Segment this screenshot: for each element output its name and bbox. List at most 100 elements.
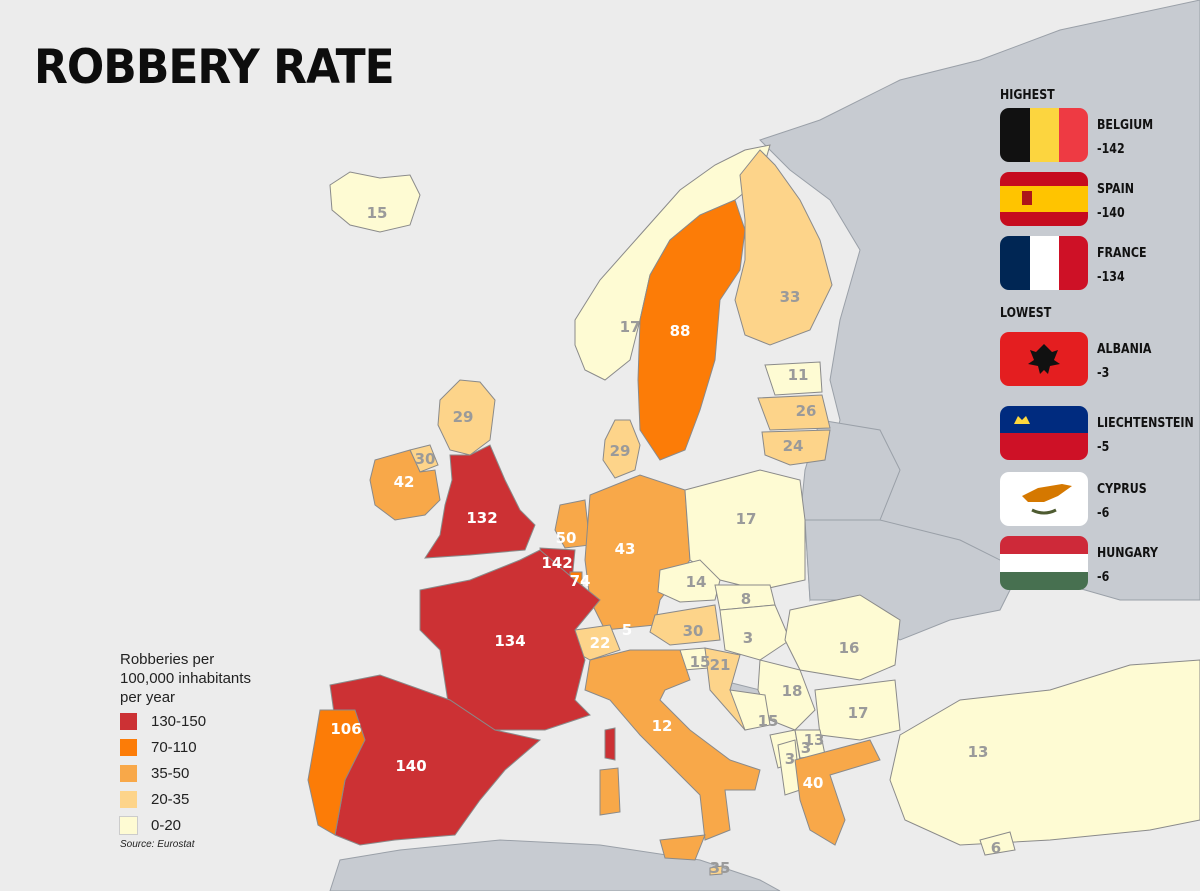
map-label-kosovo: 13 xyxy=(804,731,825,749)
lowest-value: -5 xyxy=(1097,440,1110,455)
map-label-bulgaria: 17 xyxy=(848,704,869,722)
map-label-luxembourg: 74 xyxy=(570,572,591,590)
highest-name: SPAIN xyxy=(1097,182,1134,197)
map-label-uk: 132 xyxy=(466,509,497,527)
map-label-turkey: 13 xyxy=(968,743,989,761)
legend-item: 35-50 xyxy=(120,761,320,785)
turkey-shape xyxy=(889,659,1200,846)
albania-flag-icon xyxy=(1000,332,1088,386)
map-label-sweden: 88 xyxy=(670,322,691,340)
map-label-netherlands: 50 xyxy=(556,529,577,547)
greece-shape xyxy=(794,739,881,846)
legend-label: 70-110 xyxy=(151,738,197,756)
map-label-bosnia: 15 xyxy=(758,712,779,730)
ireland-shape xyxy=(369,449,441,521)
estonia-shape xyxy=(764,361,823,396)
france-flag-icon xyxy=(1000,236,1088,290)
legend-item: 0-20 xyxy=(119,813,320,837)
legend-swatch xyxy=(119,815,138,835)
map-label-germany: 43 xyxy=(615,540,636,558)
map-label-romania: 16 xyxy=(839,639,860,657)
map-label-serbia: 18 xyxy=(782,682,803,700)
highest-label: HIGHEST xyxy=(1000,88,1055,103)
map-label-poland: 17 xyxy=(736,510,757,528)
legend-item: 20-35 xyxy=(120,787,320,811)
map-label-scotland: 29 xyxy=(453,408,474,426)
lowest-name: LIECHTENSTEIN xyxy=(1097,416,1194,431)
sicily-shape xyxy=(659,834,706,861)
map-label-latvia: 26 xyxy=(796,402,817,420)
liechtenstein-flag-icon xyxy=(1000,406,1088,460)
czechia-shape xyxy=(657,559,721,603)
lowest-name: HUNGARY xyxy=(1097,546,1159,561)
sweden-shape xyxy=(637,199,746,461)
legend-swatch xyxy=(120,790,137,808)
page-title: ROBBERY RATE xyxy=(34,40,395,96)
bosnia-shape xyxy=(729,689,771,731)
bulgaria-shape xyxy=(814,679,901,741)
legend-title: Robberies per 100,000 inhabitants per ye… xyxy=(120,651,251,706)
map-label-liechtenstein: 5 xyxy=(622,621,632,639)
lithuania-shape xyxy=(761,429,831,466)
lowest-name: CYPRUS xyxy=(1097,482,1147,497)
map-label-northern-ireland: 30 xyxy=(415,450,436,468)
legend-label: 35-50 xyxy=(151,764,190,782)
lowest-value: -6 xyxy=(1097,506,1110,521)
highest-value: -134 xyxy=(1097,270,1125,285)
sardinia-shape xyxy=(599,767,621,816)
map-label-portugal: 106 xyxy=(330,720,361,738)
legend-swatch xyxy=(120,712,137,730)
map-label-switzerland: 22 xyxy=(590,634,611,652)
legend-label: 20-35 xyxy=(151,790,190,808)
map-label-slovakia: 8 xyxy=(741,590,751,608)
map-label-estonia: 11 xyxy=(788,366,809,384)
map-label-albania: 3 xyxy=(801,739,811,757)
spain-flag-icon xyxy=(1000,172,1088,226)
hungary-flag-icon xyxy=(1000,536,1088,590)
map-label-montenegro: 3 xyxy=(785,750,795,768)
highest-value: -140 xyxy=(1097,206,1125,221)
map-label-ireland: 42 xyxy=(394,473,415,491)
highest-name: BELGIUM xyxy=(1097,118,1154,133)
map-label-austria: 30 xyxy=(683,622,704,640)
highest-name: FRANCE xyxy=(1097,246,1147,261)
legend-swatch xyxy=(120,764,137,782)
map-label-iceland: 15 xyxy=(367,204,388,222)
finland-shape xyxy=(734,149,833,346)
source-note: Source: Eurostat xyxy=(120,839,195,850)
map-label-denmark: 29 xyxy=(610,442,631,460)
scotland-shape xyxy=(437,379,496,456)
map-label-spain: 140 xyxy=(395,757,426,775)
netherlands-shape xyxy=(554,499,591,549)
map-label-lithuania: 24 xyxy=(783,437,804,455)
legend: Robberies per 100,000 inhabitants per ye… xyxy=(119,650,320,850)
lowest-value: -3 xyxy=(1097,366,1110,381)
france-shape xyxy=(419,549,601,731)
corsica-shape xyxy=(604,727,616,761)
austria-shape xyxy=(649,604,721,646)
legend-label: 0-20 xyxy=(151,816,182,834)
map-label-belgium: 142 xyxy=(541,554,572,572)
map-label-finland: 33 xyxy=(780,288,801,306)
map-label-norway: 17 xyxy=(620,318,641,336)
portugal-shape xyxy=(307,709,366,836)
map-label-malta: 35 xyxy=(710,859,731,877)
highest-value: -142 xyxy=(1097,142,1125,157)
legend-label: 130-150 xyxy=(151,712,207,730)
map-label-italy: 12 xyxy=(652,717,673,735)
lowest-label: LOWEST xyxy=(1000,306,1052,321)
map-label-greece: 40 xyxy=(803,774,824,792)
iceland-shape xyxy=(329,171,421,233)
cyprus-shape xyxy=(979,831,1016,856)
belgium-flag-icon xyxy=(1000,108,1088,162)
legend-item: 70-110 xyxy=(120,735,320,759)
north-africa-land xyxy=(329,839,781,891)
malta-shape xyxy=(709,865,723,876)
cyprus-flag-icon xyxy=(1000,472,1088,526)
map-label-czechia: 14 xyxy=(686,573,707,591)
map-label-slovenia: 15 xyxy=(690,653,711,671)
hungary-shape xyxy=(719,604,791,661)
map-label-hungary: 3 xyxy=(743,629,753,647)
